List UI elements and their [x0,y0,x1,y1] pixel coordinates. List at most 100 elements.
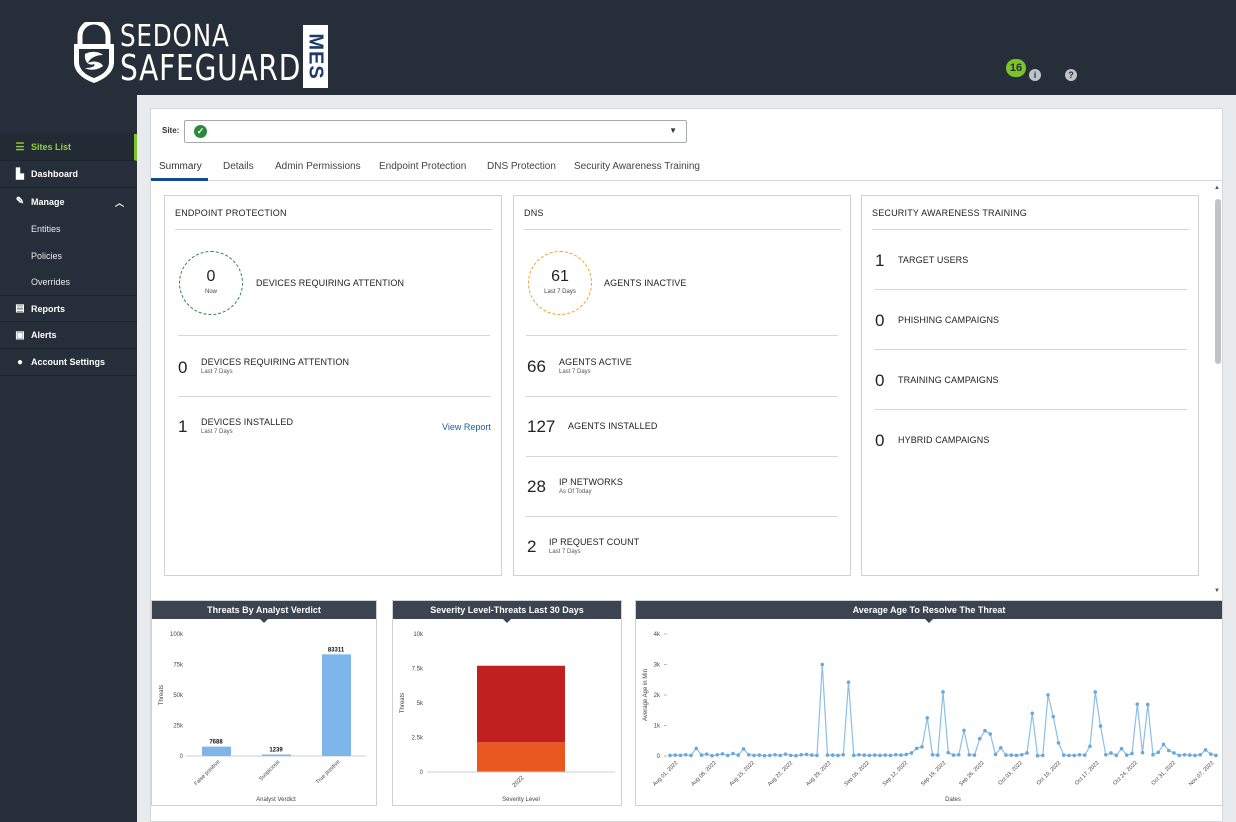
divider [178,335,490,336]
data-point [977,736,982,741]
data-point [1035,753,1040,758]
y-tick-label: 2k [654,693,661,699]
ring-label: AGENTS INACTIVE [604,278,687,288]
data-point [799,752,804,757]
series-line [669,664,1217,757]
divider [874,409,1187,410]
data-point [1004,753,1008,757]
tab-dns-protection[interactable]: DNS Protection [487,161,556,172]
x-tick-label: Sep 26, 2022 [958,760,985,787]
divider [526,335,838,336]
sidebar-item-label: Dashboard [31,169,79,179]
sidebar-item-label: Entities [31,223,61,234]
card-title: DNS [524,208,544,218]
dns-card: DNS 61 Last 7 Days AGENTS INACTIVE 66 AG… [513,195,851,576]
divider [874,289,1187,290]
help-icon[interactable]: ? [1065,69,1077,81]
sidebar-item-label: Alerts [31,330,57,340]
sidebar-item-overrides[interactable]: Overrides [0,268,137,295]
data-point [731,751,735,756]
sidebar-item-reports[interactable]: ▤ Reports [0,295,137,322]
sidebar-item-manage[interactable]: ✎ Manage ︿ [0,188,137,215]
data-point [694,746,699,751]
x-tick-label: Aug 15, 2022 [729,760,756,787]
data-point [783,752,788,756]
sidebar-item-alerts[interactable]: ▣ Alerts [0,322,137,349]
list-icon: ☰ [15,141,25,153]
tab-admin-permissions[interactable]: Admin Permissions [275,161,361,172]
data-point [1030,711,1035,716]
sidebar-item-policies[interactable]: Policies [0,242,137,269]
scrollbar[interactable]: ▲ ▼ [1214,185,1222,595]
wrench-icon: ✎ [15,196,25,207]
bar [322,654,351,756]
info-icon[interactable]: i [1029,69,1041,81]
metric-value: 127 [527,417,556,436]
y-tick-label: 10k [413,632,424,638]
data-point [825,753,830,757]
divider [524,229,841,230]
y-tick-label: 75k [173,663,184,669]
metric-label: IP REQUEST COUNT [549,537,640,547]
data-point [1198,752,1203,757]
data-point [815,753,819,758]
data-point [1067,753,1071,758]
top-bar: SEDONA SAFEGUARD MES 16 i ? [0,0,1236,95]
bar-segment [477,665,565,743]
data-label: 7688 [209,740,223,746]
metric-value: 0 [178,358,188,377]
metric-label: HYBRID CAMPAIGNS [898,435,990,445]
data-point [1025,751,1029,755]
data-point [1208,752,1213,756]
data-point [710,753,714,758]
divider [526,516,838,517]
metric-subtitle: Last 7 Days [549,549,581,555]
view-report-link[interactable]: View Report [442,422,491,432]
data-point [1103,752,1108,757]
sidebar-item-entities[interactable]: Entities [0,215,137,242]
x-tick-label: Sep 05, 2022 [843,760,870,787]
y-tick-label: 3k [654,663,661,669]
average-age-panel: Average Age To Resolve The Threat 0 1k 2k 3… [635,600,1223,806]
data-point [1009,753,1014,757]
data-point [1124,753,1129,757]
scroll-up-icon[interactable]: ▲ [1214,185,1220,191]
sidebar-item-account-settings[interactable]: ● Account Settings [0,349,137,376]
scrollbar-thumb[interactable] [1215,199,1221,364]
chevron-up-icon[interactable]: ︿ [114,198,124,208]
data-point [1151,752,1155,757]
x-tick-label: Aug 08, 2022 [690,760,717,787]
logo[interactable]: SEDONA SAFEGUARD MES [72,22,352,88]
data-point [1056,741,1061,745]
y-tick-label: 50k [173,693,184,699]
check-icon: ✓ [194,125,207,138]
x-tick-label: Aug 29, 2022 [805,760,832,787]
threats-by-verdict-chart: 0 25k 50k 75k 100k 7688 False positive 1239 Susp… [159,632,366,803]
metric-value: 1 [178,417,188,436]
tab-summary[interactable]: Summary [159,161,202,172]
divider [526,396,838,397]
tab-endpoint-protection[interactable]: Endpoint Protection [379,161,467,172]
tab-security-awareness-training[interactable]: Security Awareness Training [574,161,700,172]
data-point [1177,753,1182,758]
bar [262,754,291,756]
divider [874,349,1187,350]
site-label: Site: [162,126,180,135]
metric-subtitle: Last 7 Days [201,369,233,375]
data-point [1077,752,1082,757]
metric-label: DEVICES INSTALLED [201,417,294,427]
y-axis-label: Threats [159,685,165,705]
data-point [1046,693,1050,697]
data-point [899,753,903,757]
notification-badge[interactable]: 16 [1006,59,1026,77]
tab-details[interactable]: Details [223,161,254,172]
sidebar-item-dashboard[interactable]: ▙ Dashboard [0,161,137,188]
data-point [846,680,851,684]
scroll-down-icon[interactable]: ▼ [1214,588,1220,594]
x-tick-label: Aug 01, 2022 [652,760,679,787]
sidebar-item-sites-list[interactable]: ☰ Sites List [0,134,137,161]
site-select[interactable]: ✓ ▼ [184,120,687,143]
ring-subtitle: Now [204,289,217,295]
metric-label: TRAINING CAMPAIGNS [898,375,999,385]
data-point [888,753,893,758]
